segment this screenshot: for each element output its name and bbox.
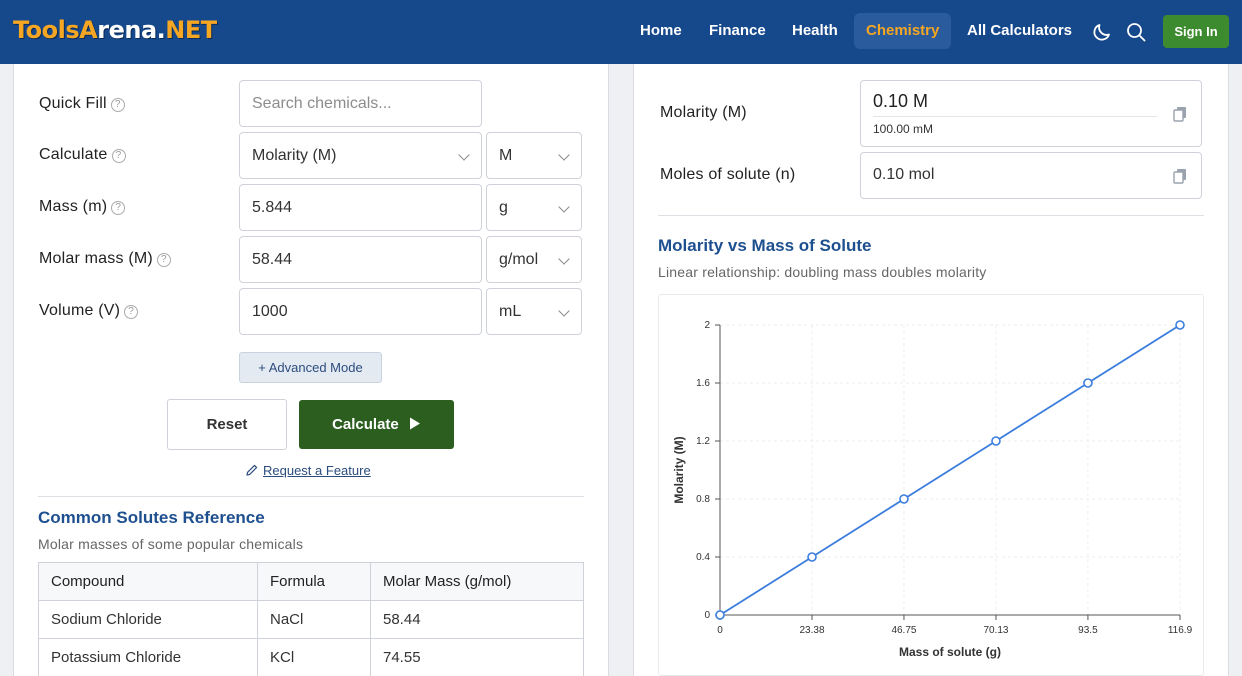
mass-unit-select[interactable]: g [486,184,582,231]
site-logo[interactable]: ToolsArena.NET [13,16,217,44]
y-tick-label: 1.6 [696,378,710,389]
help-icon[interactable]: ? [124,305,139,319]
y-tick-label: 0.8 [696,494,710,505]
y-axis-label: Molarity (M) [672,436,686,503]
divider [38,496,584,497]
data-point [991,436,1001,446]
nav-finance[interactable]: Finance [709,22,766,39]
chart-subtitle: Linear relationship: doubling mass doubl… [658,264,987,280]
column-header: Compound [38,562,258,601]
calculate-button[interactable]: Calculate [299,400,454,449]
nav-home[interactable]: Home [640,22,682,39]
advanced-mode-button[interactable]: + Advanced Mode [239,352,382,383]
moles-result-box[interactable]: 0.10 mol [860,152,1202,199]
quick-fill-search-input[interactable]: Search chemicals... [239,80,482,127]
molar-mass-label: Molar mass (M)? [39,250,171,268]
search-icon[interactable] [1124,20,1148,44]
calculate-label: Calculate? [39,146,126,164]
table-cell: Potassium Chloride [38,638,258,676]
column-header: Formula [257,562,371,601]
calculate-select[interactable]: Molarity (M) [239,132,482,179]
column-header: Molar Mass (g/mol) [370,562,584,601]
table-cell: 74.55 [370,638,584,676]
moles-result-label: Moles of solute (n) [660,166,796,183]
reference-subtitle: Molar masses of some popular chemicals [38,536,304,552]
copy-icon[interactable] [1173,106,1187,122]
nav-health[interactable]: Health [792,22,838,39]
chevron-down-icon [458,149,470,161]
nav-all-calculators[interactable]: All Calculators [967,22,1073,39]
data-point [899,494,909,504]
x-tick-label: 70.13 [983,625,1008,636]
molarity-result-box[interactable]: 0.10 M 100.00 mM [860,80,1202,147]
data-point [1175,320,1185,330]
volume-unit-select[interactable]: mL [486,288,582,335]
molarity-value: 0.10 M [873,91,929,111]
help-icon[interactable]: ? [111,201,126,215]
y-tick-label: 0.4 [696,552,710,563]
chart-card: 0 0.4 0.8 1.2 1.6 2 0 23.38 46.75 70.13 93.5 116.9 M… [658,294,1204,676]
table-row[interactable]: Potassium Chloride KCl 74.55 [38,638,584,676]
x-tick-label: 46.75 [891,625,916,636]
chart-title: Molarity vs Mass of Solute [658,236,872,255]
molar-mass-unit-select[interactable]: g/mol [486,236,582,283]
quick-fill-label: Quick Fill? [39,95,125,113]
calculate-unit-select[interactable]: M [486,132,582,179]
copy-icon[interactable] [1173,168,1187,184]
y-tick-label: 1.2 [696,436,710,447]
chevron-down-icon [558,305,570,317]
divider [873,116,1157,117]
series-line [719,324,1181,616]
reset-button[interactable]: Reset [167,399,287,450]
data-point [807,552,817,562]
x-tick-label: 93.5 [1078,625,1098,636]
x-tick-label: 0 [717,625,723,636]
top-navbar: ToolsArena.NET Home Finance Health Chemi… [0,0,1242,64]
molar-mass-input[interactable]: 58.44 [239,236,482,283]
x-tick-label: 23.38 [799,625,824,636]
table-row[interactable]: Sodium Chloride NaCl 58.44 [38,600,584,639]
chevron-down-icon [558,149,570,161]
moles-value: 0.10 mol [873,166,935,183]
reference-title: Common Solutes Reference [38,508,265,527]
molarity-mass-chart: 0 0.4 0.8 1.2 1.6 2 0 23.38 46.75 70.13 93.5 116.9 M… [672,320,1193,659]
sign-in-button[interactable]: Sign In [1163,15,1229,48]
table-cell: Sodium Chloride [38,600,258,639]
table-cell: KCl [257,638,371,676]
divider [658,215,1204,216]
table-header-row: Compound Formula Molar Mass (g/mol) [38,562,584,601]
help-icon[interactable]: ? [156,253,171,267]
table-cell: 58.44 [370,600,584,639]
table-cell: NaCl [257,600,371,639]
x-tick-label: 116.9 [1168,625,1193,636]
mass-input[interactable]: 5.844 [239,184,482,231]
volume-label: Volume (V)? [39,302,139,320]
request-feature-link[interactable]: Request a Feature [245,463,371,478]
volume-input[interactable]: 1000 [239,288,482,335]
moon-icon[interactable] [1090,20,1114,44]
data-point [1083,378,1093,388]
data-point [715,610,725,620]
y-tick-label: 0 [704,610,710,621]
pencil-icon [246,464,258,476]
y-tick-label: 2 [704,320,710,331]
molarity-result-label: Molarity (M) [660,104,747,121]
chevron-down-icon [558,201,570,213]
nav-chemistry[interactable]: Chemistry [854,13,952,49]
reference-table: Compound Formula Molar Mass (g/mol) Sodi… [38,562,584,676]
molarity-sub-value: 100.00 mM [873,122,934,136]
play-icon [409,417,420,430]
help-icon[interactable]: ? [111,149,126,163]
help-icon[interactable]: ? [110,98,125,112]
x-axis-label: Mass of solute (g) [899,645,1001,659]
chevron-down-icon [558,253,570,265]
mass-label: Mass (m)? [39,198,126,216]
